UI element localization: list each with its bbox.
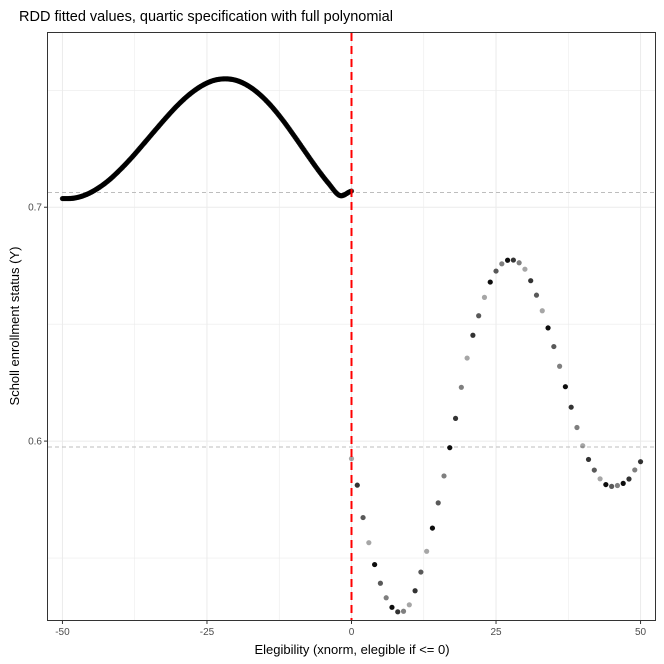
data-point	[597, 476, 603, 482]
data-point	[389, 604, 395, 610]
x-tick-label: -25	[200, 627, 215, 638]
data-point	[562, 384, 568, 390]
data-point	[476, 313, 482, 319]
data-point	[400, 608, 407, 614]
data-point	[499, 261, 505, 267]
data-point	[435, 500, 441, 506]
data-point	[539, 308, 545, 314]
data-point	[574, 424, 580, 431]
data-point	[603, 481, 609, 488]
data-point	[504, 257, 511, 263]
data-point	[493, 268, 499, 274]
data-point	[580, 443, 586, 449]
data-point	[441, 473, 447, 479]
data-point	[424, 548, 430, 554]
data-point	[510, 257, 516, 263]
data-point	[372, 561, 378, 568]
data-point	[354, 482, 360, 488]
data-point	[395, 609, 401, 615]
data-point	[516, 260, 522, 266]
data-point	[609, 483, 615, 489]
data-point	[360, 514, 366, 521]
data-point	[620, 480, 626, 486]
data-point	[551, 343, 557, 350]
y-axis-ticks: 0.6 0.7	[28, 203, 48, 448]
data-point	[568, 404, 574, 410]
x-tick-label: 0	[349, 627, 355, 638]
data-point	[458, 384, 464, 390]
data-point	[522, 266, 528, 272]
data-point	[447, 445, 453, 451]
x-tick-label: 50	[635, 627, 647, 638]
y-tick-label: 0.6	[28, 437, 42, 448]
data-point	[626, 476, 632, 482]
data-point	[528, 278, 534, 284]
data-point	[377, 580, 384, 586]
data-point	[481, 294, 488, 300]
data-point	[470, 332, 476, 338]
data-points	[59, 76, 644, 615]
data-point	[383, 595, 389, 601]
data-point	[632, 467, 638, 473]
data-point	[591, 467, 597, 473]
data-point	[452, 415, 459, 422]
chart-title: RDD fitted values, quartic specification…	[19, 9, 393, 25]
data-point	[366, 540, 372, 546]
y-axis-label: Scholl enrollment status (Y)	[7, 247, 22, 406]
data-point	[464, 355, 470, 361]
data-point	[557, 363, 563, 369]
data-point	[614, 482, 621, 489]
data-point	[406, 602, 412, 608]
x-tick-label: 25	[490, 627, 502, 638]
x-axis-ticks: -50 -25 0 25 50	[55, 620, 647, 638]
data-point	[348, 456, 355, 462]
data-point	[412, 588, 418, 594]
x-axis-label: Elegibility (xnorm, elegible if <= 0)	[254, 642, 449, 657]
data-point	[585, 456, 592, 463]
data-point	[487, 279, 493, 285]
data-point	[545, 325, 551, 331]
y-tick-label: 0.7	[28, 203, 42, 214]
data-point	[637, 459, 644, 465]
data-point	[533, 292, 540, 298]
data-point	[418, 569, 424, 575]
x-tick-label: -50	[55, 627, 70, 638]
data-point	[429, 525, 436, 531]
